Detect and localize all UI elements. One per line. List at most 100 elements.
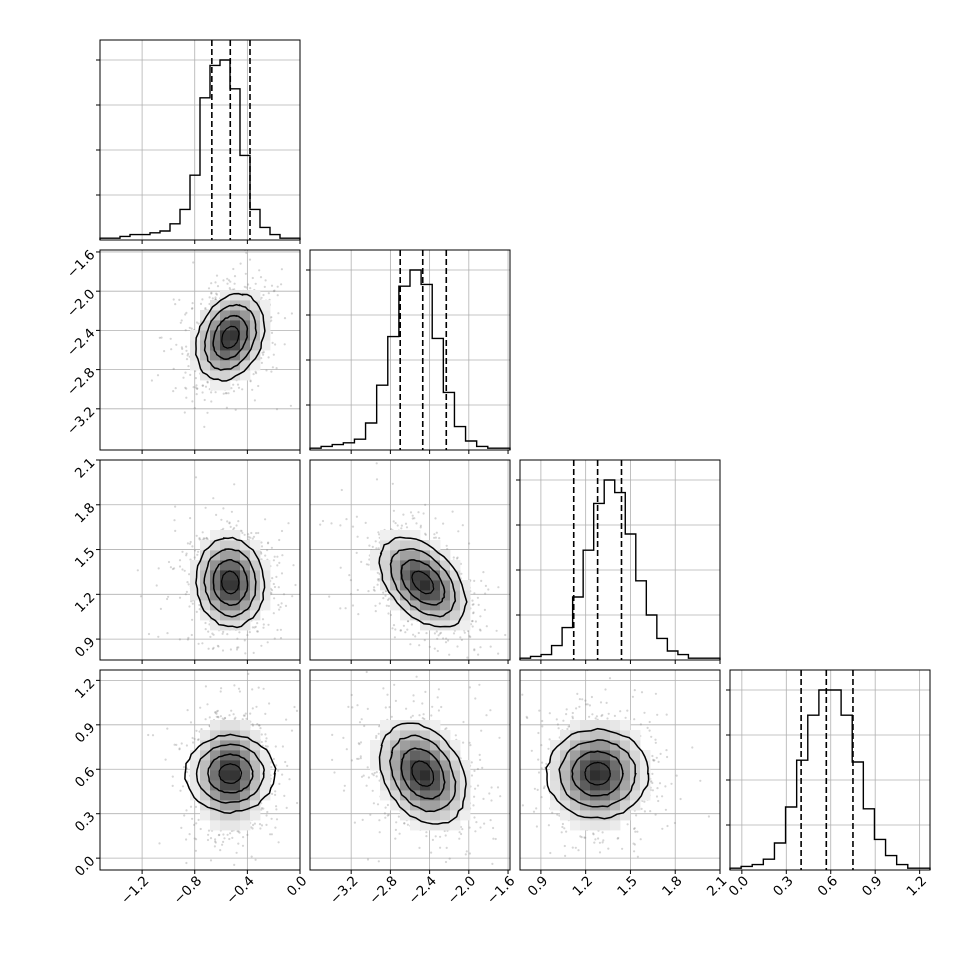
scatter-point — [222, 507, 225, 510]
density-cell — [210, 570, 221, 581]
scatter-point — [172, 390, 175, 393]
scatter-point — [409, 643, 412, 646]
scatter-point — [222, 840, 225, 844]
scatter-point — [206, 538, 209, 541]
scatter-point — [375, 462, 378, 465]
scatter-point — [422, 512, 425, 515]
density-cell — [410, 590, 421, 601]
scatter-point — [215, 293, 219, 296]
scatter-point — [190, 307, 194, 310]
scatter-point — [435, 630, 438, 633]
density-cell — [430, 620, 441, 631]
density-cell — [230, 620, 241, 631]
scatter-point — [423, 663, 425, 665]
scatter-point — [273, 289, 276, 292]
scatter-point — [378, 578, 381, 581]
scatter-point — [287, 522, 290, 525]
scatter-point — [243, 285, 246, 288]
scatter-point — [228, 522, 231, 525]
density-cell — [420, 540, 431, 551]
scatter-point — [224, 392, 227, 395]
scatter-point — [266, 641, 269, 644]
density-cell — [390, 600, 401, 611]
scatter-point — [385, 604, 388, 607]
scatter-point — [174, 529, 177, 533]
scatter-point — [266, 542, 270, 545]
scatter-point — [495, 629, 498, 632]
contour-0 — [220, 570, 240, 595]
scatter-point — [150, 379, 153, 382]
scatter-point — [198, 603, 201, 607]
scatter-point — [330, 522, 333, 525]
scatter-point — [188, 573, 191, 576]
density-cell — [240, 610, 251, 621]
density-cell — [230, 570, 241, 581]
scatter-point — [166, 597, 169, 601]
scatter-point — [225, 406, 228, 409]
scatter-point — [272, 612, 275, 615]
scatter-point — [171, 567, 174, 571]
density-cell — [250, 310, 261, 321]
scatter-point — [214, 391, 217, 394]
panel-frame — [99, 459, 301, 661]
density-cell — [250, 340, 261, 351]
density-cell — [420, 620, 431, 631]
density-cell — [410, 570, 421, 581]
y-tick-label: 0.9 — [72, 634, 99, 661]
scatter-point — [163, 350, 166, 353]
scatter-point — [237, 520, 240, 523]
scatter-point — [231, 678, 233, 680]
density-cell — [210, 350, 221, 361]
scatter-point — [193, 407, 196, 410]
panel-frame — [99, 39, 301, 241]
scatter-point — [192, 386, 195, 389]
scatter-point — [255, 532, 258, 535]
scatter-point — [207, 287, 211, 290]
density-cell — [190, 330, 201, 341]
density-cell — [410, 610, 421, 621]
density-cell — [210, 540, 221, 551]
scatter-point — [351, 604, 355, 607]
scatter-point — [442, 637, 445, 640]
density-cell — [200, 610, 211, 621]
scatter-point — [192, 261, 195, 264]
scatter-point — [189, 517, 192, 520]
hist-panel-0 — [96, 39, 301, 244]
scatter-point — [157, 567, 160, 570]
density-cell — [260, 600, 271, 611]
scatter-point — [187, 583, 190, 586]
density-cell — [250, 300, 261, 311]
scatter-point — [273, 597, 276, 600]
scatter-point — [190, 327, 193, 330]
scatter-point — [187, 352, 190, 355]
scatter-point — [201, 384, 205, 387]
density-cell — [400, 560, 411, 571]
density-cell — [410, 550, 421, 561]
scatter-point — [195, 393, 198, 396]
scatter-point — [278, 608, 281, 611]
scatter-point — [193, 549, 197, 552]
density-cell — [400, 590, 411, 601]
density-cell — [440, 610, 451, 621]
scatter-point — [442, 522, 445, 525]
scatter-point — [262, 293, 265, 297]
scatter-point — [234, 408, 237, 411]
scatter-point — [252, 373, 255, 376]
scatter-point — [446, 547, 449, 551]
density-cell — [210, 310, 221, 321]
scatter-point — [181, 352, 184, 355]
scatter-point — [197, 322, 200, 325]
contour-1 — [212, 314, 249, 360]
scatter-point — [424, 503, 427, 506]
density-cell — [240, 360, 251, 371]
density-cell — [240, 310, 251, 321]
density-cell — [210, 610, 221, 621]
density-cell — [250, 540, 261, 551]
scatter-point — [311, 826, 313, 828]
scatter-point — [280, 268, 283, 271]
scatter-point — [444, 641, 448, 644]
panel-content — [136, 476, 297, 680]
scatter-point — [387, 604, 390, 608]
scatter-point — [267, 356, 270, 359]
density-cell — [240, 570, 251, 581]
